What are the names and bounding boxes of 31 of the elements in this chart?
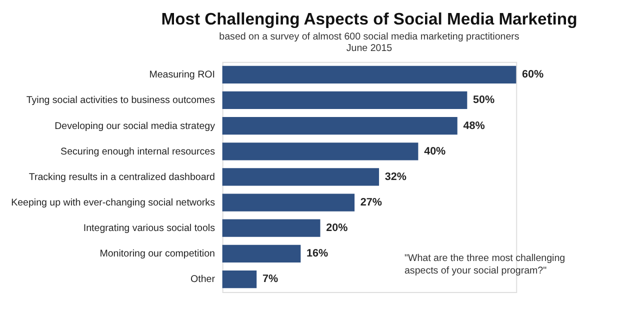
y-tick-label: Securing enough internal resources	[60, 146, 216, 158]
data-label: 20%	[326, 222, 348, 234]
data-label: 48%	[463, 120, 486, 132]
annotation: "What are the three most challenging aspects of your social program?"	[404, 252, 566, 276]
bar	[222, 117, 458, 135]
bar	[222, 66, 516, 84]
bar	[222, 168, 380, 186]
bar	[222, 194, 355, 212]
y-tick-label: Measuring ROI	[149, 70, 215, 81]
y-tick-label: Monitoring our competition	[100, 248, 215, 260]
y-tick-label: Tying social activities to business outcomes	[26, 95, 216, 106]
y-tick-label: Tracking results in a centralized dashboard	[28, 172, 215, 183]
data-label: 27%	[360, 196, 382, 208]
data-label: 40%	[424, 145, 446, 158]
data-label: 32%	[384, 170, 407, 183]
data-label: 16%	[306, 248, 329, 260]
y-tick-label: Other	[190, 274, 216, 286]
text: June 2015	[346, 43, 392, 54]
bar	[222, 270, 257, 288]
y-tick-label: Developing our social media strategy	[54, 120, 216, 132]
bar	[222, 142, 418, 160]
y-tick-label: Integrating various social tools	[83, 223, 216, 234]
chart-title: Most Challenging Aspects of Social Media Marketing	[161, 10, 578, 29]
bar	[222, 219, 320, 237]
text: based on a survey of almost 600 social media marketing practitioners	[219, 31, 520, 42]
y-tick-label: Keeping up with ever-changing social networks	[11, 197, 216, 208]
data-label: 50%	[473, 94, 496, 106]
data-label: 60%	[522, 68, 544, 81]
data-label: 7%	[262, 273, 278, 286]
bar	[222, 244, 301, 262]
bar	[222, 91, 468, 110]
